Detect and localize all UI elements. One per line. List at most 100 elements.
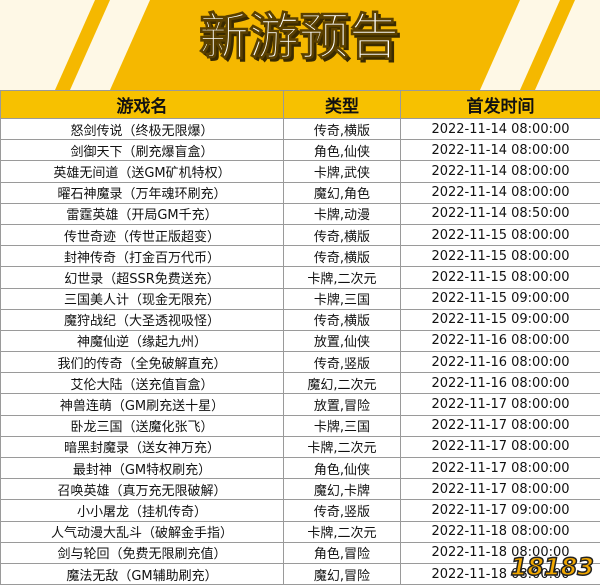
table-cell: 2022-11-14 08:00:00 — [400, 117, 600, 141]
table-cell: 魔法无敌（GM辅助刷充） — [0, 562, 284, 585]
table-row: 召唤英雄（真万充无限破解） 魔幻,卡牌 2022-11-17 08:00:00 — [0, 478, 600, 501]
table-cell: 暗黑封魔录（送女神万充） — [0, 435, 284, 459]
table-row: 卧龙三国（送魔化张飞） 卡牌,三国 2022-11-17 08:00:00 — [0, 414, 600, 437]
table-cell: 传奇,横版 — [283, 223, 401, 247]
table-row: 幻世录（超SSR免费送充） 卡牌,二次元 2022-11-15 08:00:00 — [0, 266, 600, 289]
table-row: 曜石神魔录（万年魂环刷充） 魔幻,角色 2022-11-14 08:00:00 — [0, 181, 600, 204]
table-cell: 最封神（GM特权刷充） — [0, 456, 284, 480]
table-row: 暗黑封魔录（送女神万充） 卡牌,二次元 2022-11-17 08:00:00 — [0, 435, 600, 459]
table-row: 神兽连萌（GM刷充送十星） 放置,冒险 2022-11-17 08:00:00 — [0, 393, 600, 416]
stripe — [70, 0, 150, 90]
column-header: 游戏名 — [0, 90, 284, 119]
table-cell: 魔幻,角色 — [283, 181, 401, 204]
table-cell: 幻世录（超SSR免费送充） — [0, 266, 284, 289]
table-row: 魔狩战纪（大圣透视吸怪） 传奇,横版 2022-11-15 09:00:00 — [0, 308, 600, 331]
table-cell: 神兽连萌（GM刷充送十星） — [0, 393, 284, 416]
table-cell: 2022-11-15 09:00:00 — [400, 308, 600, 331]
table-row: 英雄无间道（送GM矿机特权） 卡牌,武侠 2022-11-14 08:00:00 — [0, 160, 600, 183]
table-cell: 魔幻,卡牌 — [283, 478, 401, 501]
release-table: 游戏名 类型 首发时间 怒剑传说（终极无限爆） 传奇,横版 2022-11-14 08:… — [0, 90, 600, 585]
table-cell: 神魔仙逆（缘起九州） — [0, 329, 284, 353]
table-cell: 2022-11-15 08:00:00 — [400, 223, 600, 247]
table-row: 怒剑传说（终极无限爆） 传奇,横版 2022-11-14 08:00:00 — [0, 117, 600, 141]
table-row: 传世奇迹（传世正版超变） 传奇,横版 2022-11-15 08:00:00 — [0, 223, 600, 247]
table-cell: 魔幻,冒险 — [283, 562, 401, 585]
table-cell: 2022-11-17 08:00:00 — [400, 414, 600, 437]
banner: 新游预告 新游预告 — [0, 0, 600, 90]
table-cell: 三国美人计（现金无限充） — [0, 287, 284, 310]
table-row: 艾伦大陆（送充值盲盒） 魔幻,二次元 2022-11-16 08:00:00 — [0, 372, 600, 395]
table-cell: 角色,仙侠 — [283, 139, 401, 162]
table-cell: 2022-11-17 09:00:00 — [400, 499, 600, 522]
table-cell: 魔幻,二次元 — [283, 372, 401, 395]
table-cell: 卡牌,二次元 — [283, 266, 401, 289]
table-row: 最封神（GM特权刷充） 角色,仙侠 2022-11-17 08:00:00 — [0, 456, 600, 480]
table-cell: 2022-11-14 08:00:00 — [400, 160, 600, 183]
table-cell: 2022-11-15 08:00:00 — [400, 266, 600, 289]
table-cell: 放置,冒险 — [283, 393, 401, 416]
table-row: 我们的传奇（全免破解直充） 传奇,竖版 2022-11-16 08:00:00 — [0, 351, 600, 374]
table-cell: 召唤英雄（真万充无限破解） — [0, 478, 284, 501]
table-row: 雷霆英雄（开局GM千充） 卡牌,动漫 2022-11-14 08:50:00 — [0, 202, 600, 225]
table-cell: 2022-11-18 08:00:00 — [400, 520, 600, 543]
table-cell: 人气动漫大乱斗（破解金手指） — [0, 520, 284, 543]
table-cell: 曜石神魔录（万年魂环刷充） — [0, 181, 284, 204]
table-row: 人气动漫大乱斗（破解金手指） 卡牌,二次元 2022-11-18 08:00:00 — [0, 520, 600, 543]
table-cell: 2022-11-17 08:00:00 — [400, 478, 600, 501]
table-cell: 传奇,横版 — [283, 117, 401, 141]
table-cell: 剑御天下（刷充爆盲盒） — [0, 139, 284, 162]
table-row: 封神传奇（打金百万代币） 传奇,横版 2022-11-15 08:00:00 — [0, 245, 600, 268]
table-cell: 放置,仙侠 — [283, 329, 401, 353]
table-row: 剑与轮回（免费无限刷充值） 角色,冒险 2022-11-18 08:00:00 — [0, 541, 600, 564]
table-cell: 卡牌,三国 — [283, 414, 401, 437]
table-cell: 卡牌,二次元 — [283, 520, 401, 543]
table-row: 魔法无敌（GM辅助刷充） 魔幻,冒险 2022-11-18 08:00:00 — [0, 562, 600, 585]
banner-title: 新游预告 — [199, 8, 399, 66]
table-cell: 2022-11-15 09:00:00 — [400, 287, 600, 310]
banner-shadow: 新游预告 — [202, 11, 402, 69]
watermark: 18183 — [510, 552, 595, 582]
table-cell: 2022-11-16 08:00:00 — [400, 351, 600, 374]
table-cell: 雷霆英雄（开局GM千充） — [0, 202, 284, 225]
table-cell: 2022-11-14 08:50:00 — [400, 202, 600, 225]
table-cell: 魔狩战纪（大圣透视吸怪） — [0, 308, 284, 331]
table-cell: 角色,冒险 — [283, 541, 401, 564]
table-row: 神魔仙逆（缘起九州） 放置,仙侠 2022-11-16 08:00:00 — [0, 329, 600, 353]
table-cell: 英雄无间道（送GM矿机特权） — [0, 160, 284, 183]
stripe — [480, 0, 560, 90]
table-cell: 2022-11-14 08:00:00 — [400, 139, 600, 162]
table-cell: 我们的传奇（全免破解直充） — [0, 351, 284, 374]
table-cell: 2022-11-17 08:00:00 — [400, 435, 600, 459]
stripe — [0, 0, 95, 90]
table-cell: 传奇,横版 — [283, 308, 401, 331]
table-cell: 2022-11-17 08:00:00 — [400, 456, 600, 480]
table-cell: 封神传奇（打金百万代币） — [0, 245, 284, 268]
table-cell: 2022-11-18 08:00:00 — [400, 562, 600, 585]
table-cell: 2022-11-14 08:00:00 — [400, 181, 600, 204]
stripe — [535, 0, 600, 90]
header-row: 游戏名 类型 首发时间 — [0, 90, 600, 119]
table-cell: 传奇,横版 — [283, 245, 401, 268]
table-row: 三国美人计（现金无限充） 卡牌,三国 2022-11-15 09:00:00 — [0, 287, 600, 310]
table-cell: 卡牌,动漫 — [283, 202, 401, 225]
table-row: 剑御天下（刷充爆盲盒） 角色,仙侠 2022-11-14 08:00:00 — [0, 139, 600, 162]
table-cell: 剑与轮回（免费无限刷充值） — [0, 541, 284, 564]
table-cell: 2022-11-16 08:00:00 — [400, 329, 600, 353]
table-cell: 怒剑传说（终极无限爆） — [0, 117, 284, 141]
table-cell: 卧龙三国（送魔化张飞） — [0, 414, 284, 437]
table-cell: 传奇,竖版 — [283, 351, 401, 374]
table-cell: 传奇,竖版 — [283, 499, 401, 522]
table-cell: 艾伦大陆（送充值盲盒） — [0, 372, 284, 395]
table-cell: 卡牌,三国 — [283, 287, 401, 310]
table-cell: 角色,仙侠 — [283, 456, 401, 480]
table-cell: 传世奇迹（传世正版超变） — [0, 223, 284, 247]
table-cell: 2022-11-18 08:00:00 — [400, 541, 600, 564]
table-cell: 2022-11-16 08:00:00 — [400, 372, 600, 395]
table-cell: 卡牌,二次元 — [283, 435, 401, 459]
table-row: 小小屠龙（挂机传奇） 传奇,竖版 2022-11-17 09:00:00 — [0, 499, 600, 522]
column-header: 类型 — [283, 90, 401, 119]
table-cell: 小小屠龙（挂机传奇） — [0, 499, 284, 522]
column-header: 首发时间 — [400, 90, 600, 119]
table-cell: 卡牌,武侠 — [283, 160, 401, 183]
